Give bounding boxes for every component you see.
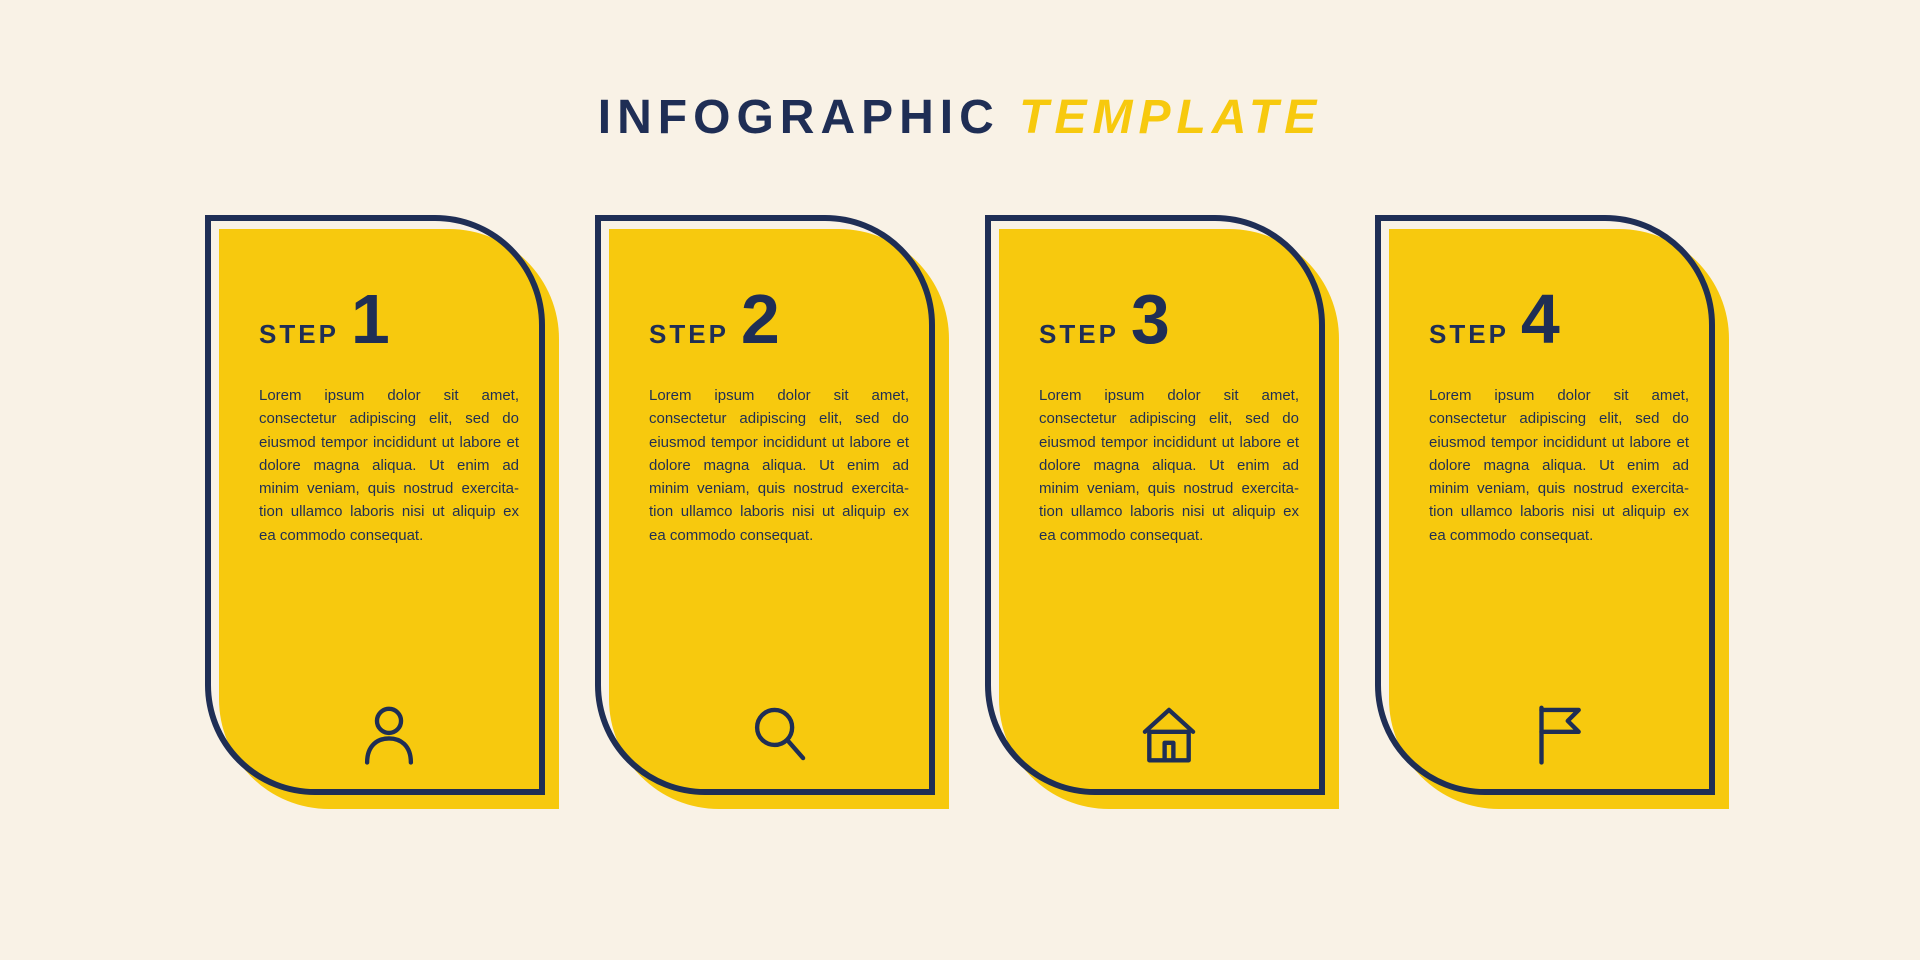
person-icon: [354, 699, 424, 779]
step-label: STEP: [1429, 319, 1509, 350]
title-word-1: INFOGRAPHIC: [598, 91, 1000, 144]
card-content: STEP 2 Lorem ipsum dolor sit amet, conse…: [609, 229, 949, 809]
card-content: STEP 1 Lorem ipsum dolor sit amet, conse…: [219, 229, 559, 809]
step-number: 2: [741, 284, 780, 354]
step-body: Lorem ipsum dolor sit amet, consectetur …: [649, 384, 909, 547]
search-icon: [744, 699, 814, 779]
step-label: STEP: [649, 319, 729, 350]
step-cards-row: STEP 1 Lorem ipsum dolor sit amet, conse…: [205, 215, 1715, 795]
title-word-2: TEMPLATE: [1019, 91, 1322, 144]
page-title: INFOGRAPHIC TEMPLATE: [598, 90, 1322, 145]
step-heading: STEP 3: [1039, 284, 1299, 354]
step-label: STEP: [259, 319, 339, 350]
flag-icon: [1524, 699, 1594, 779]
step-number: 3: [1131, 284, 1170, 354]
step-card-4: STEP 4 Lorem ipsum dolor sit amet, conse…: [1375, 215, 1715, 795]
card-content: STEP 3 Lorem ipsum dolor sit amet, conse…: [999, 229, 1339, 809]
step-number: 1: [351, 284, 390, 354]
card-content: STEP 4 Lorem ipsum dolor sit amet, conse…: [1389, 229, 1729, 809]
step-card-3: STEP 3 Lorem ipsum dolor sit amet, conse…: [985, 215, 1325, 795]
step-heading: STEP 1: [259, 284, 519, 354]
step-card-2: STEP 2 Lorem ipsum dolor sit amet, conse…: [595, 215, 935, 795]
step-label: STEP: [1039, 319, 1119, 350]
step-body: Lorem ipsum dolor sit amet, consectetur …: [1429, 384, 1689, 547]
step-number: 4: [1521, 284, 1560, 354]
step-card-1: STEP 1 Lorem ipsum dolor sit amet, conse…: [205, 215, 545, 795]
step-body: Lorem ipsum dolor sit amet, consectetur …: [1039, 384, 1299, 547]
home-icon: [1134, 699, 1204, 779]
step-heading: STEP 2: [649, 284, 909, 354]
step-body: Lorem ipsum dolor sit amet, consectetur …: [259, 384, 519, 547]
step-heading: STEP 4: [1429, 284, 1689, 354]
